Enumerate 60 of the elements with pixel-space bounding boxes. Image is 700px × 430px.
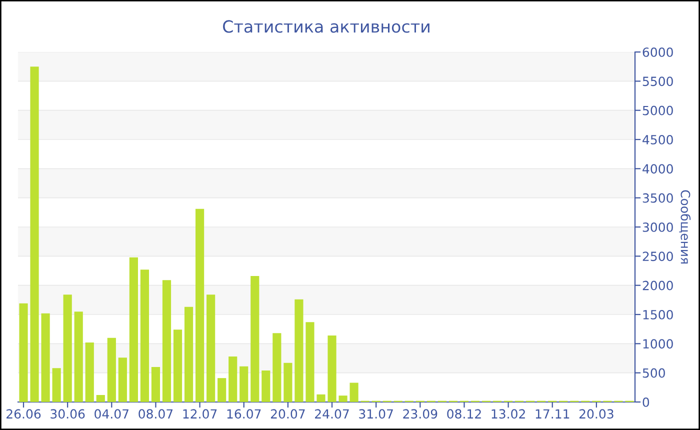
bar xyxy=(184,306,194,402)
bar xyxy=(240,366,248,402)
x-tick-label: 26.06 xyxy=(6,409,41,419)
bar xyxy=(284,362,292,402)
y-tick-label: 3500 xyxy=(642,193,673,203)
y-tick-label: 1000 xyxy=(643,339,673,349)
x-tick-label: 30.06 xyxy=(50,409,85,419)
y-tick-label: 2000 xyxy=(642,280,673,290)
y-tick-label: 3000 xyxy=(642,222,673,232)
bar xyxy=(63,294,72,402)
x-tick-label: 08.12 xyxy=(447,409,481,419)
y-tick-label: 500 xyxy=(642,368,665,378)
x-tick-label: 31.07 xyxy=(359,409,393,419)
bar xyxy=(196,208,204,402)
y-tick-label: 2500 xyxy=(642,252,673,262)
y-tick-label: 4500 xyxy=(642,134,673,144)
bar xyxy=(350,382,358,402)
bar xyxy=(316,394,326,402)
bar xyxy=(140,270,149,402)
bar xyxy=(328,336,336,402)
x-tick-label: 20.03 xyxy=(579,409,614,419)
bar xyxy=(294,299,304,402)
bar xyxy=(262,370,270,402)
bar xyxy=(74,312,83,402)
bar xyxy=(52,368,61,402)
y-tick-label: 4000 xyxy=(642,164,673,174)
bar xyxy=(19,303,28,402)
x-tick-label: 12.07 xyxy=(183,409,217,419)
y-tick-label: 0 xyxy=(642,397,650,407)
bar xyxy=(118,358,127,402)
x-tick-label: 13.02 xyxy=(492,409,525,419)
bar xyxy=(306,322,314,402)
x-tick-label: 04.07 xyxy=(94,409,128,419)
bar xyxy=(206,294,216,402)
bar xyxy=(162,280,172,402)
y-tick-label: 5000 xyxy=(642,106,673,116)
bar xyxy=(173,330,182,402)
y-tick-label: 1500 xyxy=(643,310,673,320)
bar xyxy=(129,257,138,402)
y-tick-label: 5500 xyxy=(642,76,673,86)
bar xyxy=(228,356,238,402)
bar xyxy=(338,396,348,402)
y-axis-title: Сообщения xyxy=(679,190,691,264)
x-tick-label: 20.07 xyxy=(270,409,305,419)
bar xyxy=(107,338,116,402)
x-tick-label: 17.11 xyxy=(536,409,570,418)
bar xyxy=(250,276,260,402)
x-tick-label: 24.07 xyxy=(315,409,349,419)
chart-title: Статистика активности xyxy=(223,20,430,33)
x-tick-label: 16.07 xyxy=(227,409,261,419)
bar xyxy=(151,367,160,402)
y-tick-label: 6000 xyxy=(642,47,673,57)
x-tick-label: 23.09 xyxy=(403,409,438,419)
bar xyxy=(272,333,282,402)
x-tick-label: 08.07 xyxy=(138,409,173,419)
bar xyxy=(85,342,94,402)
bar xyxy=(30,66,39,402)
bar xyxy=(41,313,50,402)
bar xyxy=(218,378,226,402)
bar xyxy=(96,395,105,402)
